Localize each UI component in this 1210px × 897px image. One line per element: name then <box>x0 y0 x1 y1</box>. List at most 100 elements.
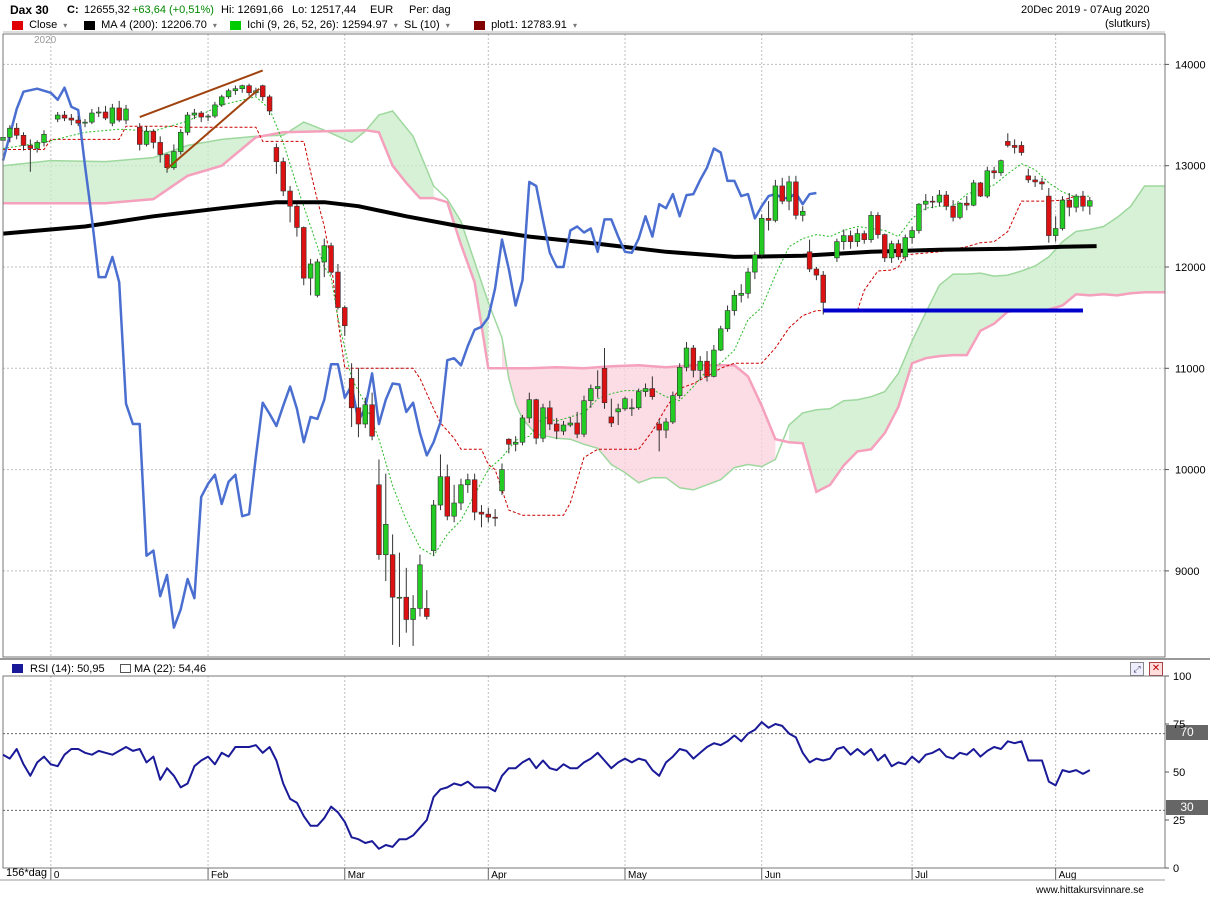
candle-body <box>970 182 977 206</box>
chevron-down-icon[interactable]: ▾ <box>212 21 217 30</box>
candle-body <box>232 88 239 92</box>
cloud-area <box>789 186 1165 492</box>
candle-body <box>847 235 854 242</box>
candle-body <box>820 274 826 303</box>
candle-body <box>116 107 122 121</box>
price-panel-frame <box>2 33 1166 658</box>
candle-body <box>7 127 13 138</box>
candle-body <box>512 441 519 445</box>
candle-body <box>41 133 47 143</box>
candle-body <box>984 170 990 197</box>
candle-body <box>683 347 690 368</box>
price-tick-label: 9000 <box>1175 566 1199 578</box>
date-range: 20Dec 2019 - 07Aug 2020 <box>1021 4 1150 16</box>
candle-body <box>314 261 321 296</box>
candle-body <box>588 388 594 402</box>
rsi-label: RSI (14): 50,95 <box>30 663 105 675</box>
candle-body <box>1018 145 1025 153</box>
candle-body <box>861 233 867 240</box>
candle-body <box>280 161 286 192</box>
candle-body <box>813 268 820 276</box>
rsi-ma-label: MA (22): 54,46 <box>134 663 207 675</box>
legend-item-sl[interactable]: SL (10) ▾ <box>404 19 450 31</box>
candle-body <box>164 154 170 169</box>
candle-body <box>96 111 102 114</box>
price-tick-label: 12000 <box>1175 262 1206 274</box>
legend-item-plot1[interactable]: plot1: 12783.91 ▾ <box>474 19 577 31</box>
candle-body <box>786 181 792 202</box>
candle-body <box>608 416 615 424</box>
candle-body <box>184 114 191 133</box>
source-label: www.hittakursvinnare.se <box>1036 885 1144 896</box>
candle-body <box>75 119 81 124</box>
candle-body <box>1046 195 1052 236</box>
trend-line-upper <box>139 69 264 119</box>
candle-body <box>670 395 676 423</box>
candle-body <box>560 424 567 432</box>
candle-body <box>321 245 327 263</box>
candle-body <box>451 502 457 517</box>
candle-body <box>923 200 929 205</box>
candle-body <box>137 126 143 145</box>
candle-body <box>731 295 738 311</box>
chevron-down-icon[interactable]: ▾ <box>572 21 577 30</box>
legend-label: plot1: 12783.91 <box>491 19 567 31</box>
candle-body <box>499 469 505 492</box>
candle-body <box>929 200 936 203</box>
rsi-level-30-badge: 30 <box>1166 800 1208 815</box>
chevron-down-icon[interactable]: ▾ <box>445 21 450 30</box>
candle-body <box>656 423 662 431</box>
rsi-layer: 0 25 50 75 100 <box>2 671 1191 875</box>
legend-item-close[interactable]: Close ▾ <box>12 19 67 31</box>
candle-body <box>909 230 915 238</box>
rsi-tick-label: 50 <box>1173 767 1185 779</box>
legend-item-ma200[interactable]: MA 4 (200): 12206.70 ▾ <box>84 19 217 31</box>
candle-body <box>977 182 984 197</box>
candle-body <box>1073 195 1079 208</box>
candle-body <box>273 147 280 162</box>
candle-body <box>663 421 669 431</box>
candle-body <box>1066 199 1072 208</box>
candle-body <box>888 243 895 259</box>
candle-body <box>335 271 341 308</box>
ma200-layer <box>2 200 1097 259</box>
candle-body <box>205 115 211 118</box>
candle-body <box>383 523 389 555</box>
candle-body <box>20 135 27 146</box>
candle-body <box>724 310 731 330</box>
legend-item-ichimoku[interactable]: Ichi (9, 26, 52, 26): 12594.97 ▾ <box>230 19 398 31</box>
candle-body <box>772 185 779 221</box>
candle-body <box>437 476 444 506</box>
candle-body <box>178 131 184 152</box>
candle-body <box>102 111 109 119</box>
rsi-tick-label: 75 <box>1173 719 1185 731</box>
chevron-down-icon[interactable]: ▾ <box>393 21 398 30</box>
symbol-title: Dax 30 <box>10 3 49 17</box>
month-tick-label: Mar <box>348 870 366 881</box>
candle-body <box>1039 181 1045 185</box>
candle-body <box>506 438 512 445</box>
ma200-line <box>2 200 1097 259</box>
candle-body <box>875 215 881 235</box>
month-tick-label: Aug <box>1059 870 1077 881</box>
cloud-area <box>3 111 434 204</box>
sl-layer <box>1 86 817 629</box>
cloud-area <box>447 199 489 369</box>
candle-body <box>950 205 956 218</box>
candle-body <box>157 142 163 155</box>
candle-body <box>191 112 198 116</box>
kijun-sen-line <box>3 125 1077 516</box>
candle-body <box>526 399 533 419</box>
legend-label: Ichi (9, 26, 52, 26): 12594.97 <box>247 19 388 31</box>
candle-body <box>649 388 656 397</box>
candle-body <box>492 516 498 519</box>
change-value: +63,64 (+0,51%) <box>132 4 214 16</box>
candle-body <box>246 85 252 94</box>
chevron-down-icon[interactable]: ▾ <box>63 21 68 30</box>
rsi-tick-label: 25 <box>1173 815 1185 827</box>
candle-body <box>711 349 717 377</box>
candle-body <box>622 398 628 410</box>
candle-body <box>376 484 382 555</box>
legend-swatch <box>230 20 241 30</box>
